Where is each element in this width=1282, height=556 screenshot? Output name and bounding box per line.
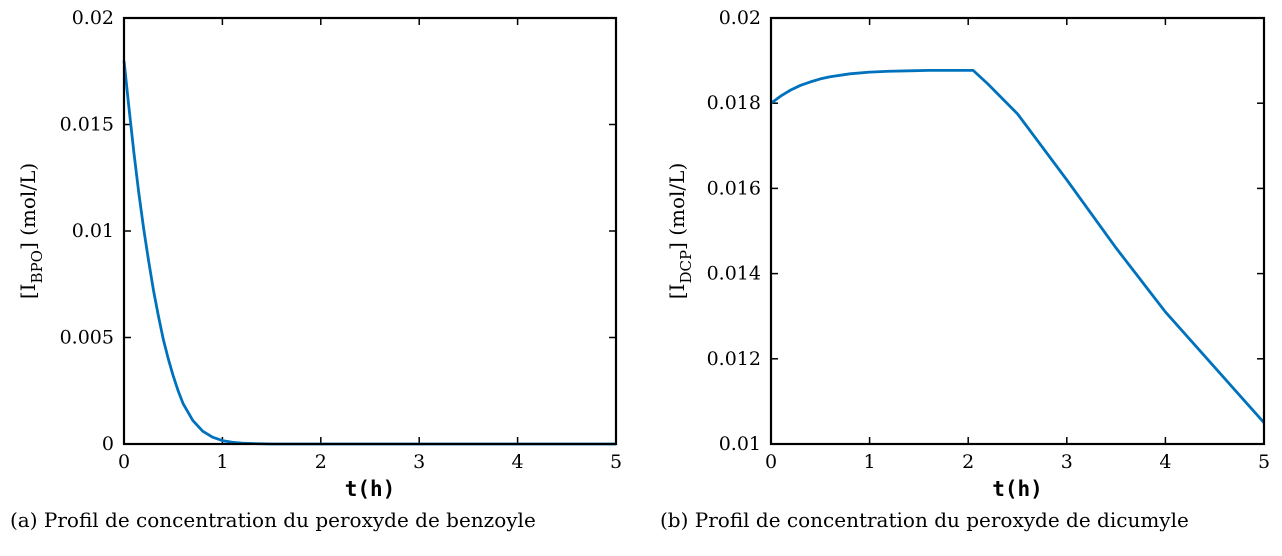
y-tick-label: 0.005 bbox=[60, 327, 114, 349]
x-tick-label: 3 bbox=[413, 451, 425, 473]
x-axis-title: t(h) bbox=[992, 477, 1043, 501]
y-axis-title-suffix: ] (mol/L) bbox=[665, 163, 689, 250]
x-axis-title: t(h) bbox=[345, 477, 396, 501]
y-axis-title: [IBPO] (mol/L) bbox=[16, 163, 46, 299]
x-tick-label: 5 bbox=[1258, 451, 1270, 473]
x-tick-label: 2 bbox=[315, 451, 327, 473]
caption-b: (b) Profil de concentration du peroxyde … bbox=[660, 508, 1189, 532]
x-tick-label: 4 bbox=[1159, 451, 1171, 473]
x-tick-label: 0 bbox=[118, 451, 130, 473]
series-line bbox=[770, 69, 1266, 424]
y-tick-label: 0.015 bbox=[60, 114, 114, 136]
y-axis-title-subscript: BPO bbox=[28, 250, 46, 283]
x-tick-label: 1 bbox=[216, 451, 228, 473]
x-tick-label: 5 bbox=[610, 451, 622, 473]
y-tick-label: 0.014 bbox=[707, 263, 761, 285]
caption-a: (a) Profil de concentration du peroxyde … bbox=[10, 508, 536, 532]
y-tick-label: 0 bbox=[102, 433, 114, 455]
y-tick-label: 0.01 bbox=[72, 220, 114, 242]
x-tick-label: 3 bbox=[1061, 451, 1073, 473]
y-tick-label: 0.012 bbox=[707, 348, 761, 370]
axes-box bbox=[122, 16, 618, 446]
y-axis-title-prefix: [I bbox=[665, 284, 689, 300]
chart-panel-a: 0 1 2 3 4 5 0 0.005 0.01 0.015 0.02 t(h) [IBPO] (mol… bbox=[16, 7, 622, 501]
y-axis-title: [IDCP] (mol/L) bbox=[665, 163, 695, 300]
x-tick-label: 0 bbox=[765, 451, 777, 473]
y-axis-title-subscript: DCP bbox=[677, 250, 695, 284]
x-tick-label: 2 bbox=[962, 451, 974, 473]
x-tick-label: 1 bbox=[864, 451, 876, 473]
y-tick-label: 0.016 bbox=[707, 177, 761, 199]
y-axis-title-suffix: ] (mol/L) bbox=[16, 163, 40, 250]
y-tick-label: 0.01 bbox=[719, 433, 761, 455]
y-tick-label: 0.02 bbox=[72, 7, 114, 29]
y-axis-title-prefix: [I bbox=[16, 283, 40, 299]
x-tick-label: 4 bbox=[512, 451, 524, 473]
chart-panel-b: 0 1 2 3 4 5 0.01 0.012 0.014 0.016 0.018 0.02 t(h) [I… bbox=[665, 7, 1270, 501]
series-line bbox=[122, 60, 616, 446]
y-tick-label: 0.018 bbox=[707, 92, 761, 114]
y-tick-label: 0.02 bbox=[719, 7, 761, 29]
axes-box bbox=[769, 16, 1266, 446]
